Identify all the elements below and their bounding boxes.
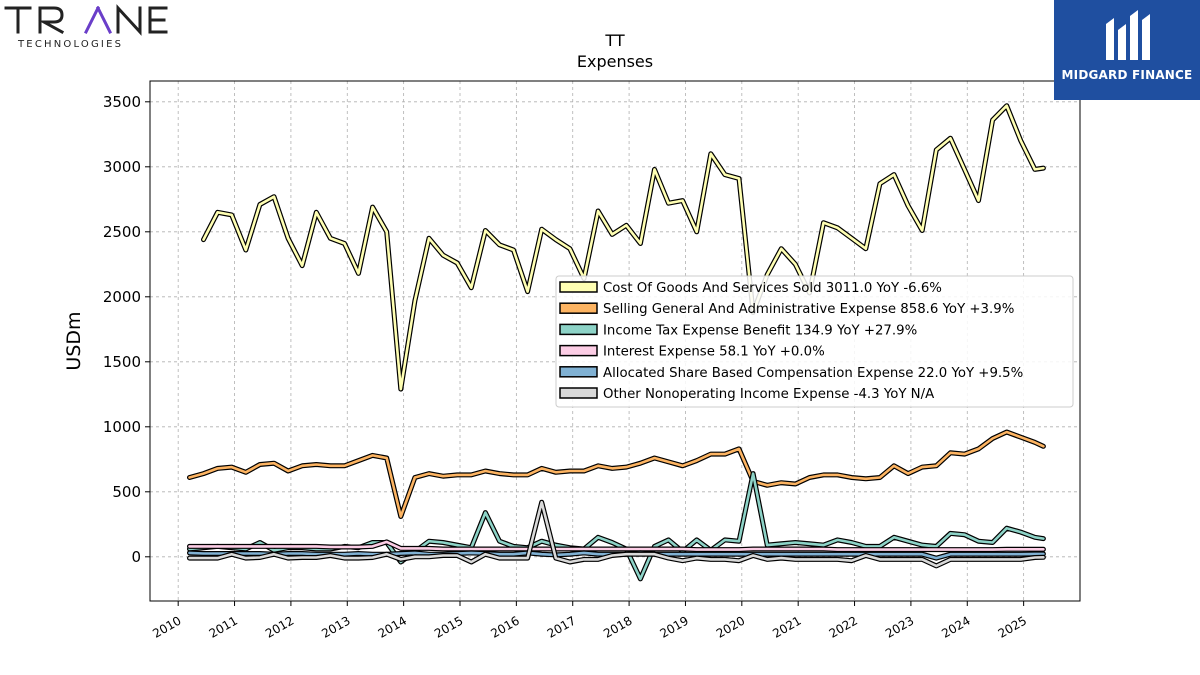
- y-tick-label: 500: [112, 483, 141, 501]
- x-tick-label: 2012: [263, 613, 296, 640]
- legend-label: Selling General And Administrative Expen…: [603, 302, 1014, 317]
- chart-title-block: TT Expenses: [150, 30, 1080, 72]
- chart-subtitle: Expenses: [576, 52, 654, 71]
- series-outline: [187, 429, 1046, 519]
- legend-item: Cost Of Goods And Services Sold 3011.0 Y…: [559, 281, 942, 296]
- legend-item: Interest Expense 58.1 YoY +0.0%: [559, 344, 825, 360]
- legend-swatch: [559, 281, 598, 293]
- y-axis-ticks: 0 500 1000 1500 2000 2500 3000 3500: [103, 93, 150, 566]
- x-tick-label: 2024: [939, 613, 972, 640]
- series-2: [187, 429, 1046, 519]
- legend-swatch: [559, 302, 598, 314]
- x-tick-label: 2022: [827, 613, 860, 640]
- series-1: [201, 103, 1046, 392]
- legend-swatch: [559, 344, 598, 357]
- midgard-finance-logo: MIDGARD FINANCE: [1054, 0, 1200, 100]
- series-outline: [187, 471, 1046, 582]
- legend-swatch: [559, 387, 598, 399]
- x-tick-label: 2016: [488, 613, 521, 640]
- legend-swatch: [559, 323, 598, 336]
- x-tick-label: 2010: [150, 613, 183, 640]
- series-line: [188, 472, 1045, 581]
- midgard-logo-icon: [1106, 10, 1150, 60]
- legend-swatch: [559, 366, 598, 378]
- series-line: [188, 430, 1045, 518]
- series-lines: [187, 103, 1046, 582]
- midgard-brand-text: MIDGARD FINANCE: [1061, 68, 1193, 82]
- legend-item: Income Tax Expense Benefit 134.9 YoY +27…: [559, 323, 917, 338]
- x-tick-label: 2015: [432, 613, 465, 640]
- series-line: [202, 104, 1045, 391]
- trane-logo-subtext: TECHNOLOGIES: [17, 39, 123, 50]
- x-tick-label: 2017: [545, 613, 578, 640]
- y-tick-label: 1500: [103, 353, 141, 371]
- x-tick-label: 2018: [601, 613, 634, 640]
- x-tick-label: 2019: [658, 613, 691, 640]
- legend-item: Allocated Share Based Compensation Expen…: [559, 366, 1023, 381]
- x-tick-label: 2023: [883, 613, 916, 640]
- legend-label: Other Nonoperating Income Expense -4.3 Y…: [603, 387, 934, 402]
- legend-item: Selling General And Administrative Expen…: [559, 302, 1014, 317]
- y-tick-label: 2000: [103, 288, 141, 306]
- x-tick-label: 2011: [207, 613, 240, 640]
- x-tick-label: 2020: [714, 613, 747, 640]
- y-tick-label: 2500: [103, 223, 141, 241]
- legend-box: [555, 275, 1074, 408]
- legend: Cost Of Goods And Services Sold 3011.0 Y…: [555, 275, 1074, 408]
- y-tick-label: 0: [131, 548, 141, 566]
- x-tick-label: 2014: [376, 613, 409, 640]
- x-tick-label: 2021: [770, 613, 803, 640]
- series-line: [188, 500, 1045, 568]
- legend-label: Interest Expense 58.1 YoY +0.0%: [603, 345, 825, 360]
- x-axis-ticks: 2010 2011 2012 2013 2014 2015 2016 2017 2018 2019…: [150, 601, 1029, 641]
- y-tick-label: 1000: [103, 418, 141, 436]
- trane-logo: TECHNOLOGIES: [0, 0, 170, 55]
- chart-title: TT: [605, 31, 625, 50]
- y-tick-label: 3500: [103, 93, 141, 111]
- y-axis-label: USDm: [63, 311, 85, 370]
- series-6: [187, 499, 1046, 569]
- legend-label: Cost Of Goods And Services Sold 3011.0 Y…: [603, 281, 942, 296]
- legend-item: Other Nonoperating Income Expense -4.3 Y…: [559, 387, 934, 402]
- series-line: [188, 540, 1045, 551]
- series-4: [187, 539, 1046, 553]
- plot-frame: [149, 80, 1081, 602]
- x-tick-label: 2025: [996, 613, 1029, 640]
- x-tick-label: 2013: [319, 613, 352, 640]
- y-tick-label: 3000: [103, 158, 141, 176]
- legend-label: Allocated Share Based Compensation Expen…: [603, 366, 1023, 381]
- series-3: [187, 471, 1046, 582]
- legend-label: Income Tax Expense Benefit 134.9 YoY +27…: [603, 323, 917, 338]
- trane-logo-mark: TECHNOLOGIES: [4, 4, 168, 50]
